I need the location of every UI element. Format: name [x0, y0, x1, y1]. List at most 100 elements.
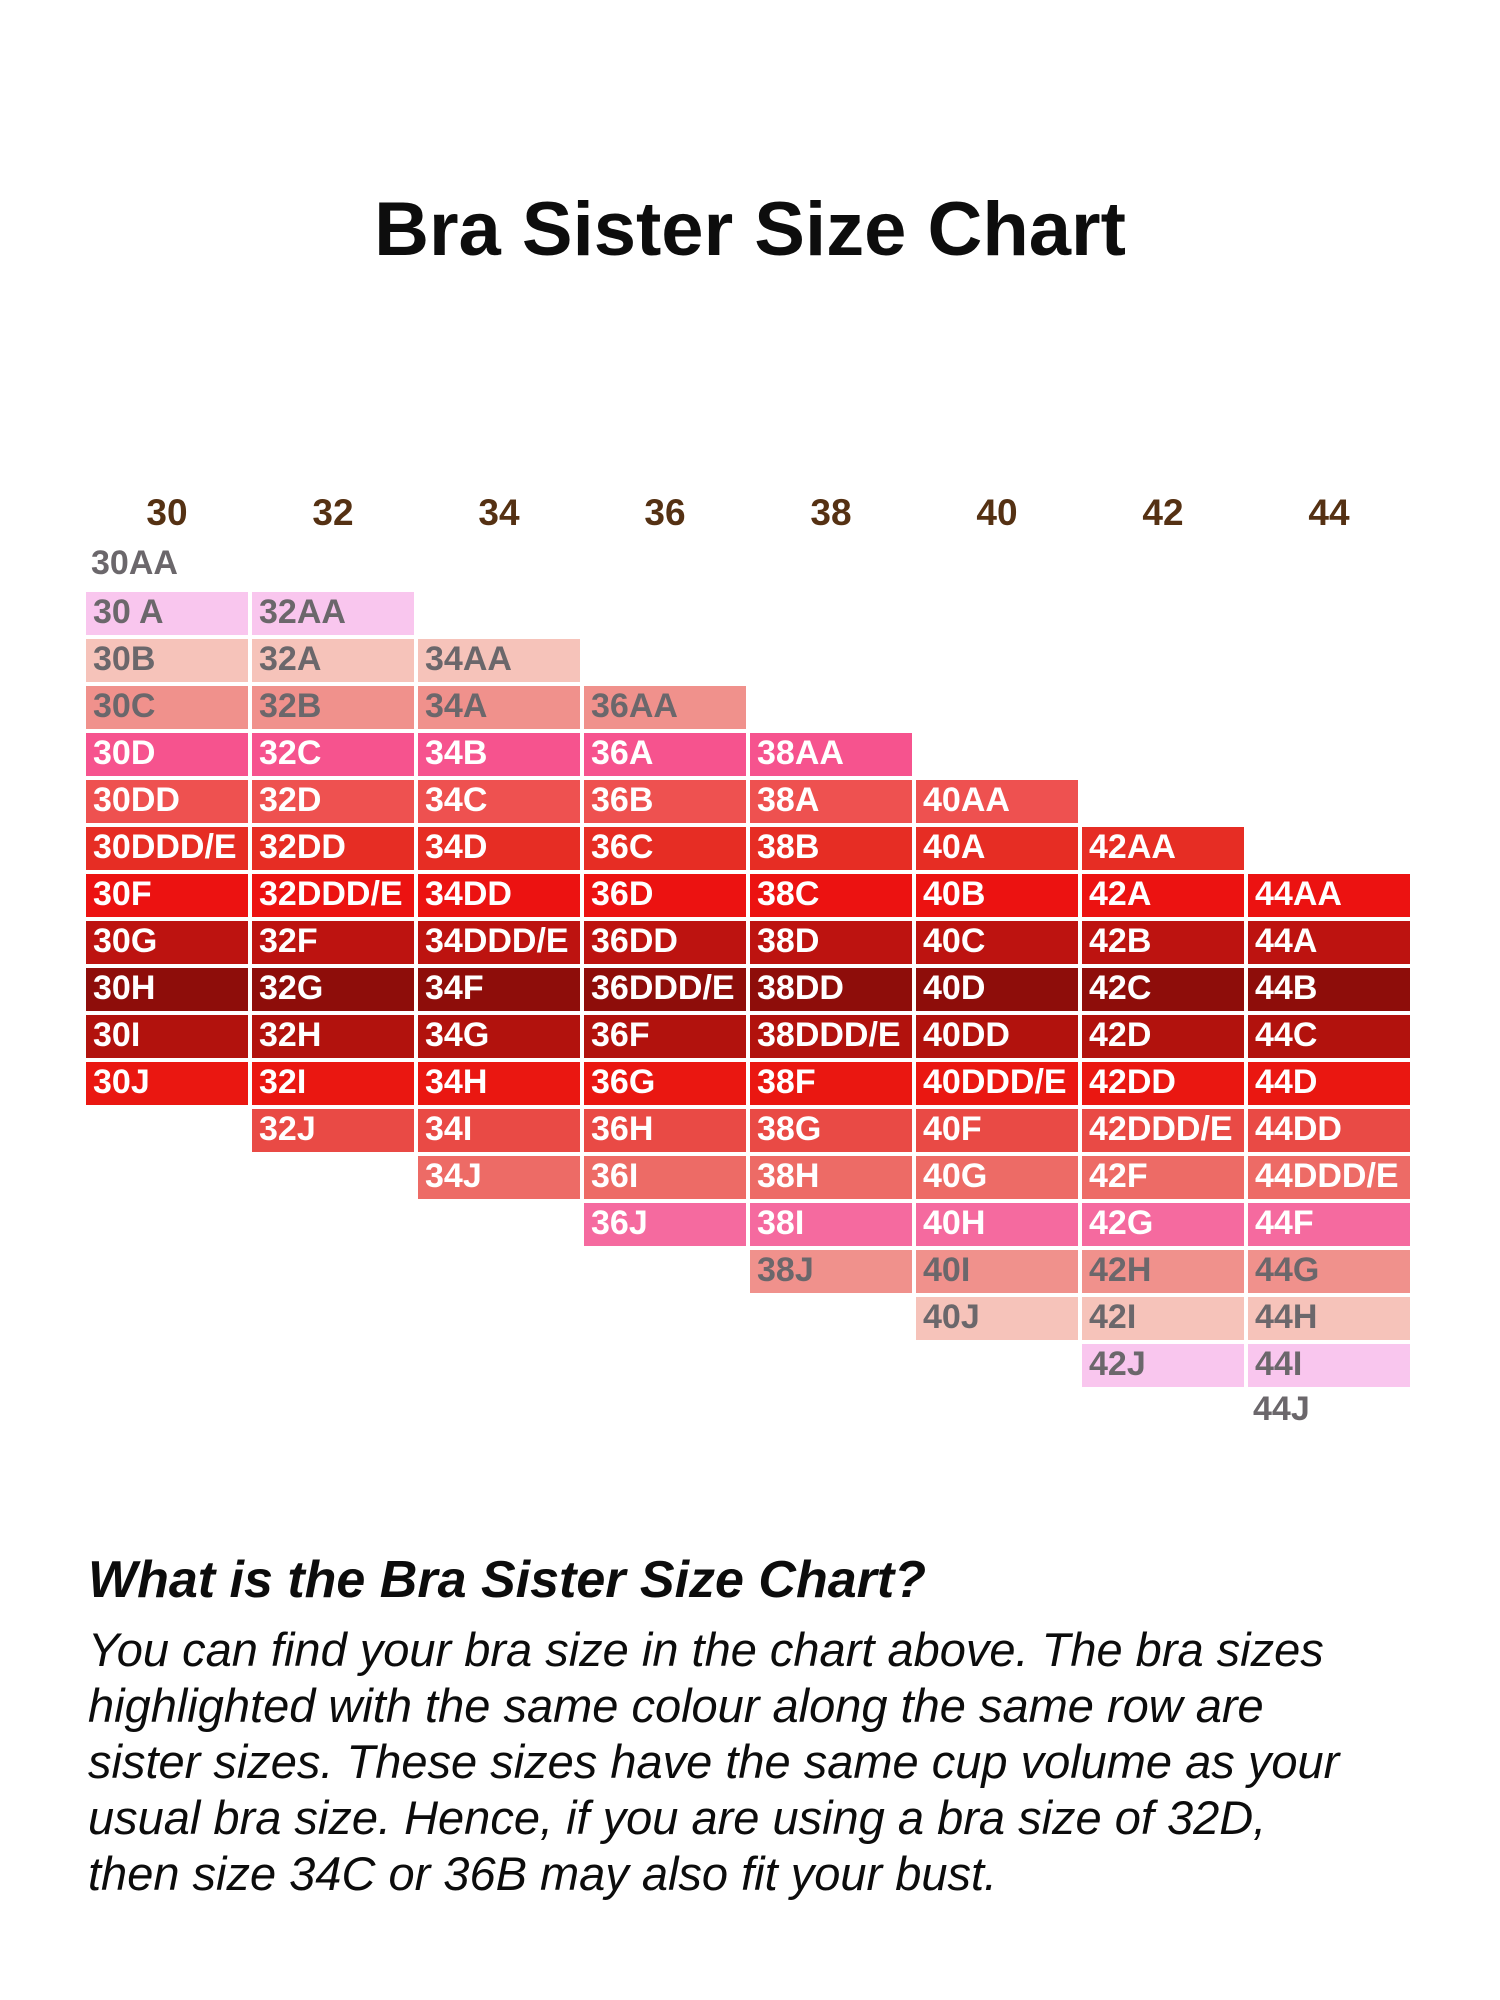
- size-cell-38aa: 38AA: [748, 731, 914, 778]
- size-cell-34a: 34A: [416, 684, 582, 731]
- size-cell-36b: 36B: [582, 778, 748, 825]
- band-header-40: 40: [976, 492, 1018, 533]
- size-cell-42i: 42I: [1080, 1295, 1246, 1342]
- size-cell-36g: 36G: [582, 1060, 748, 1107]
- band-header-44: 44: [1308, 492, 1350, 533]
- size-cell-34aa: 34AA: [416, 637, 582, 684]
- description-line-5: then size 34C or 36B may also fit your b…: [88, 1847, 998, 1900]
- band-header-30: 30: [146, 492, 188, 533]
- size-cell-38g: 38G: [748, 1107, 914, 1154]
- size-cell-32f: 32F: [250, 919, 416, 966]
- size-cell-44c: 44C: [1246, 1013, 1412, 1060]
- size-cell-30f: 30F: [84, 872, 250, 919]
- size-cell-40h: 40H: [914, 1201, 1080, 1248]
- size-cell-44aa: 44AA: [1246, 872, 1412, 919]
- size-cell-38h: 38H: [748, 1154, 914, 1201]
- size-cell-40i: 40I: [914, 1248, 1080, 1295]
- band-header-38: 38: [810, 492, 852, 533]
- size-cell-30h: 30H: [84, 966, 250, 1013]
- size-cell-38j: 38J: [748, 1248, 914, 1295]
- size-cell-30d: 30D: [84, 731, 250, 778]
- description-heading: What is the Bra Sister Size Chart?: [88, 1551, 926, 1609]
- size-cell-32d: 32D: [250, 778, 416, 825]
- size-cell-42aa: 42AA: [1080, 825, 1246, 872]
- band-header-34: 34: [478, 492, 520, 533]
- size-cell-44a: 44A: [1246, 919, 1412, 966]
- size-cell-42h: 42H: [1080, 1248, 1246, 1295]
- size-cell-32b: 32B: [250, 684, 416, 731]
- size-cell-34b: 34B: [416, 731, 582, 778]
- size-cell-36i: 36I: [582, 1154, 748, 1201]
- size-cell-30ddd-e: 30DDD/E: [84, 825, 250, 872]
- description-line-3: sister sizes. These sizes have the same …: [88, 1735, 1340, 1788]
- size-cell-32i: 32I: [250, 1060, 416, 1107]
- size-cell-42dd: 42DD: [1080, 1060, 1246, 1107]
- size-cell-34dd: 34DD: [416, 872, 582, 919]
- size-cell-34f: 34F: [416, 966, 582, 1013]
- size-cell-32a: 32A: [250, 637, 416, 684]
- band-header-36: 36: [644, 492, 686, 533]
- size-cell-30c: 30C: [84, 684, 250, 731]
- size-cell-30b: 30B: [84, 637, 250, 684]
- size-cell-38f: 38F: [748, 1060, 914, 1107]
- size-grid: 30AA 30 A 32AA 30B 32A 34AA 30C 32B 34A 36AA 30D 32…: [84, 543, 1414, 1438]
- size-cell-38ddd-e: 38DDD/E: [748, 1013, 914, 1060]
- size-cell-34ddd-e: 34DDD/E: [416, 919, 582, 966]
- size-cell-36h: 36H: [582, 1107, 748, 1154]
- size-cell-32c: 32C: [250, 731, 416, 778]
- size-cell-32g: 32G: [250, 966, 416, 1013]
- size-cell-40b: 40B: [914, 872, 1080, 919]
- size-cell-40c: 40C: [914, 919, 1080, 966]
- size-cell-38dd: 38DD: [748, 966, 914, 1013]
- size-cell-44dd: 44DD: [1246, 1107, 1412, 1154]
- size-cell-34g: 34G: [416, 1013, 582, 1060]
- size-cell-44b: 44B: [1246, 966, 1412, 1013]
- size-cell-38a: 38A: [748, 778, 914, 825]
- size-cell-44j: 44J: [1246, 1389, 1412, 1436]
- size-cell-40a: 40A: [914, 825, 1080, 872]
- size-cell-44f: 44F: [1246, 1201, 1412, 1248]
- description-section: What is the Bra Sister Size Chart? You c…: [88, 1550, 1448, 1902]
- size-cell-42j: 42J: [1080, 1342, 1246, 1389]
- size-cell-34c: 34C: [416, 778, 582, 825]
- size-cell-42f: 42F: [1080, 1154, 1246, 1201]
- size-cell-34h: 34H: [416, 1060, 582, 1107]
- size-cell-30-a: 30 A: [84, 590, 250, 637]
- description-line-2: highlighted with the same colour along t…: [88, 1679, 1264, 1732]
- size-cell-30g: 30G: [84, 919, 250, 966]
- size-cell-40j: 40J: [914, 1295, 1080, 1342]
- size-cell-34i: 34I: [416, 1107, 582, 1154]
- band-header-42: 42: [1142, 492, 1184, 533]
- size-cell-36ddd-e: 36DDD/E: [582, 966, 748, 1013]
- size-cell-44g: 44G: [1246, 1248, 1412, 1295]
- size-cell-40aa: 40AA: [914, 778, 1080, 825]
- size-cell-32ddd-e: 32DDD/E: [250, 872, 416, 919]
- size-cell-30dd: 30DD: [84, 778, 250, 825]
- size-cell-42d: 42D: [1080, 1013, 1246, 1060]
- size-cell-32h: 32H: [250, 1013, 416, 1060]
- size-cell-40f: 40F: [914, 1107, 1080, 1154]
- size-cell-36f: 36F: [582, 1013, 748, 1060]
- size-cell-44ddd-e: 44DDD/E: [1246, 1154, 1412, 1201]
- size-cell-36d: 36D: [582, 872, 748, 919]
- size-cell-36aa: 36AA: [582, 684, 748, 731]
- size-cell-36c: 36C: [582, 825, 748, 872]
- size-cell-38b: 38B: [748, 825, 914, 872]
- size-cell-44d: 44D: [1246, 1060, 1412, 1107]
- size-cell-38i: 38I: [748, 1201, 914, 1248]
- size-cell-42g: 42G: [1080, 1201, 1246, 1248]
- size-cell-42c: 42C: [1080, 966, 1246, 1013]
- size-cell-32j: 32J: [250, 1107, 416, 1154]
- size-cell-30j: 30J: [84, 1060, 250, 1107]
- size-cell-42ddd-e: 42DDD/E: [1080, 1107, 1246, 1154]
- size-cell-36dd: 36DD: [582, 919, 748, 966]
- size-cell-40d: 40D: [914, 966, 1080, 1013]
- description-line-1: You can find your bra size in the chart …: [88, 1623, 1324, 1676]
- size-cell-38c: 38C: [748, 872, 914, 919]
- size-cell-36j: 36J: [582, 1201, 748, 1248]
- band-header-row: 30 32 34 36 38 40 42 44: [84, 492, 1412, 534]
- size-cell-40dd: 40DD: [914, 1013, 1080, 1060]
- size-cell-44h: 44H: [1246, 1295, 1412, 1342]
- description-line-4: usual bra size. Hence, if you are using …: [88, 1791, 1267, 1844]
